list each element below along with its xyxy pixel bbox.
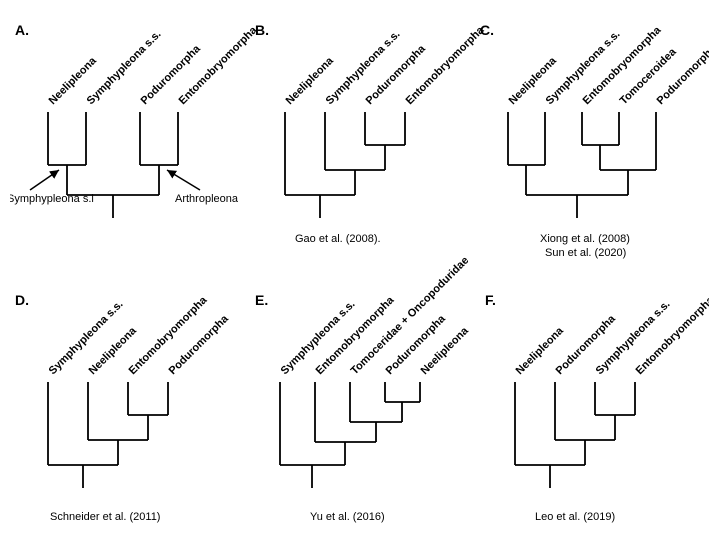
panel-label-D: D. [15,292,29,308]
arrow-right-A [167,170,200,190]
panel-C: C. Neelipleona Symphypleona s.s. Entomob… [480,22,709,259]
tip-A-3: Entomobryomorpha [177,24,260,107]
panel-D: D. Symphypleona s.s. Neelipleona Entomob… [15,292,231,523]
caption-D: Schneider et al. (2011) [50,511,160,523]
tip-F-2: Symphypleona s.s. [594,298,673,377]
panel-label-E: E. [255,292,268,308]
tip-D-2: Entomobryomorpha [127,294,210,377]
panel-E: E. Symphypleona s.s. Entomobryomorpha To… [255,254,471,523]
phylogeny-figure: A. Neelipleona Symphypleona s.s. Podurom… [10,10,709,549]
clade-left-A: Symphypleona s.l [10,193,94,205]
caption-C-2: Sun et al. (2020) [545,247,626,259]
caption-E: Yu et al. (2016) [310,511,385,523]
caption-B: Gao et al. (2008). [295,233,381,245]
tree-B [285,112,405,218]
tree-F [515,382,635,488]
panel-B: B. Neelipleona Symphypleona s.s. Podurom… [255,22,487,245]
tree-E [280,382,420,488]
panel-label-C: C. [480,22,494,38]
tip-B-3: Entomobryomorpha [404,24,487,107]
tip-D-0: Symphypleona s.s. [47,298,126,377]
tree-D [48,382,168,488]
panel-label-A: A. [15,22,29,38]
tip-B-1: Symphypleona s.s. [324,28,403,107]
caption-C-1: Xiong et al. (2008) [540,233,630,245]
tree-C [508,112,656,218]
panel-A: A. Neelipleona Symphypleona s.s. Podurom… [10,22,260,218]
panel-F: F. Neelipleona Poduromorpha Symphypleona… [485,292,709,523]
panel-label-B: B. [255,22,269,38]
arrow-left-A [30,170,59,190]
clade-right-A: Arthropleona [175,193,239,205]
caption-F: Leo et al. (2019) [535,511,615,523]
tip-C-4: Poduromorpha [655,42,709,107]
panel-label-F: F. [485,292,496,308]
tip-E-3: Poduromorpha [384,312,449,377]
